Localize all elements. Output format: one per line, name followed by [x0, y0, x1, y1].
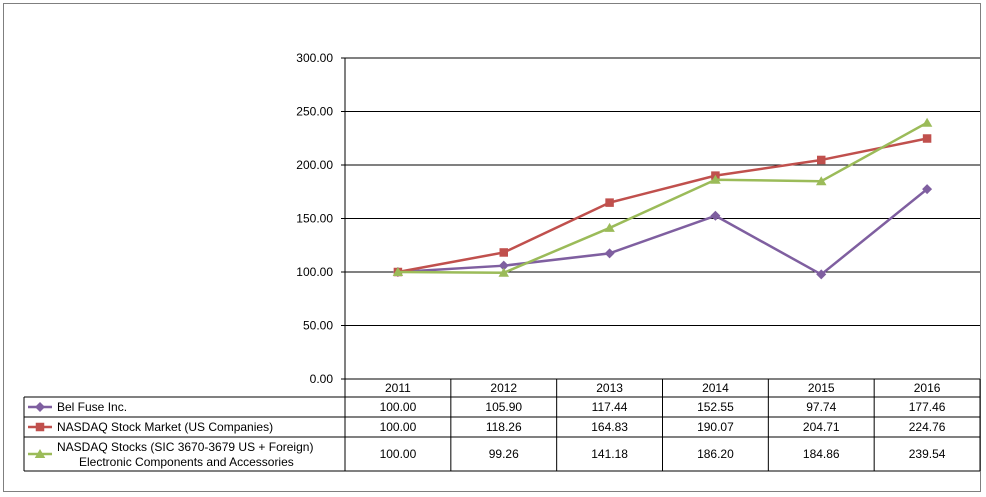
data-label: 239.54: [909, 447, 946, 461]
series-3: [392, 117, 933, 277]
series-line: [397, 137, 928, 274]
data-label: 164.83: [591, 420, 628, 434]
data-table: 2011 2012 2013 2014 2015 2016 Bel Fuse Inc. 100…: [23, 378, 981, 472]
data-point: [922, 134, 932, 143]
data-point: [816, 269, 827, 280]
data-point: [392, 267, 404, 276]
series-1: [392, 184, 933, 280]
gridlines: [345, 57, 980, 326]
x-category-label: 2011: [385, 381, 411, 395]
y-tick-label: 150.00: [296, 212, 333, 226]
legend-entry-line2: Electronic Components and Accessories: [79, 455, 294, 469]
plot-area: [392, 117, 933, 280]
x-category-label: 2012: [490, 381, 517, 395]
data-label: 152.55: [697, 400, 734, 414]
y-tick-label: 100.00: [296, 265, 333, 279]
data-point: [605, 198, 614, 207]
data-label: 177.46: [909, 400, 946, 414]
legend-key-marker: [34, 449, 46, 458]
legend-key-marker: [35, 402, 45, 412]
legend-entry: Bel Fuse Inc.: [57, 400, 127, 414]
data-point: [604, 222, 615, 232]
legend-entry: NASDAQ Stocks (SIC 3670-3679 US + Foreig…: [57, 440, 313, 454]
data-point: [498, 260, 509, 271]
data-label: 100.00: [380, 447, 417, 461]
data-label: 204.71: [803, 420, 840, 434]
x-category-label: 2015: [808, 381, 835, 395]
series-line: [397, 188, 928, 276]
data-point: [710, 210, 721, 221]
y-tick-label: 250.00: [296, 105, 333, 119]
series-line: [397, 121, 928, 275]
data-label: 99.26: [489, 447, 519, 461]
series-2: [393, 134, 932, 277]
data-label: 100.00: [380, 420, 417, 434]
y-tick-label: 0.00: [310, 372, 334, 386]
y-axis: 0.00 50.00 100.00 150.00 200.00 250.00 300.00: [296, 51, 346, 386]
data-label: 190.07: [697, 420, 734, 434]
data-label: 117.44: [592, 400, 628, 414]
data-point: [498, 267, 509, 277]
data-point: [817, 155, 826, 165]
data-label: 100.00: [380, 400, 417, 414]
y-tick-label: 300.00: [296, 51, 333, 65]
x-category-label: 2013: [596, 381, 623, 395]
data-label: 141.18: [591, 447, 628, 461]
data-point: [922, 184, 933, 195]
legend-key-marker: [35, 422, 45, 432]
y-tick-label: 50.00: [303, 319, 333, 333]
data-label: 118.26: [486, 420, 522, 434]
x-category-label: 2016: [914, 381, 941, 395]
data-label: 186.20: [697, 447, 734, 461]
data-label: 224.76: [909, 420, 946, 434]
chart-frame: [3, 3, 981, 492]
data-point: [710, 174, 721, 184]
data-point: [921, 117, 933, 127]
x-category-label: 2014: [702, 381, 729, 395]
data-point: [499, 248, 508, 257]
legend-entry: NASDAQ Stock Market (US Companies): [57, 420, 273, 434]
y-tick-label: 200.00: [296, 158, 333, 172]
data-point: [604, 248, 615, 259]
data-label: 105.90: [485, 400, 522, 414]
data-label: 184.86: [803, 447, 840, 461]
data-label: 97.74: [806, 400, 836, 414]
data-point: [816, 176, 827, 186]
